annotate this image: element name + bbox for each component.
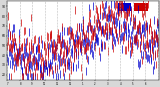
Bar [134, 3, 148, 11]
Bar [118, 3, 131, 11]
